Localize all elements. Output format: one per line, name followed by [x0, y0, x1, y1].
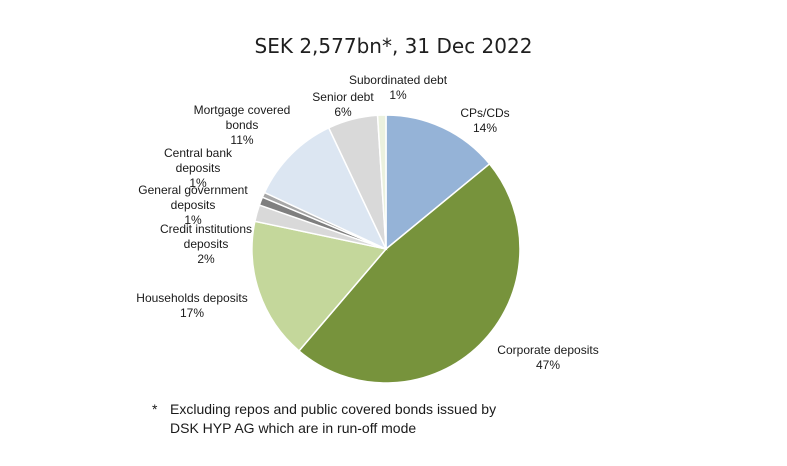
pie-slice-2 — [251, 220, 388, 352]
slice-label-6: Mortgage covered bonds 11% — [194, 103, 291, 148]
slice-label-3: Credit institutions deposits 2% — [160, 222, 252, 267]
slice-label-5: Central bank deposits 1% — [164, 146, 232, 191]
slice-label-line: Households deposits — [136, 291, 248, 305]
slice-percent-label: 6% — [334, 105, 352, 119]
slice-percent-label: 11% — [230, 133, 254, 147]
chart-title: SEK 2,577bn*, 31 Dec 2022 — [254, 34, 533, 58]
pie-slice-8 — [376, 114, 387, 250]
slice-label-line: deposits — [183, 237, 229, 251]
slice-label-line: Subordinated debt — [348, 73, 448, 87]
pie-slice-1 — [297, 162, 521, 384]
slice-label-line: Credit institutions — [159, 222, 253, 236]
slice-label-line: Senior debt — [312, 90, 374, 104]
slice-label-line: Central bank — [163, 146, 233, 160]
slice-label-line: deposits — [170, 198, 216, 212]
slice-label-2: Households deposits 17% — [136, 291, 247, 321]
slice-label-4: General government deposits 1% — [138, 183, 247, 228]
slice-percent-label: 1% — [184, 213, 202, 227]
footnote: * Excluding repos and public covered bon… — [152, 400, 496, 438]
slice-label-line: bonds — [225, 118, 259, 132]
slice-label-1: Corporate deposits 47% — [497, 343, 598, 373]
slice-percent-label: 1% — [189, 176, 207, 190]
slice-label-8: Subordinated debt 1% — [349, 73, 447, 103]
slice-label-line: Mortgage covered — [193, 103, 291, 117]
footnote-marker: * — [152, 401, 158, 417]
slice-label-7: Senior debt 6% — [312, 90, 373, 120]
slice-percent-label: 14% — [472, 121, 498, 135]
slice-percent-label: 17% — [179, 306, 205, 320]
slice-label-0: CPs/CDs 14% — [460, 106, 509, 136]
slice-label-line: General government — [138, 183, 248, 197]
slice-percent-label: 47% — [535, 358, 561, 372]
pie-slice-6 — [263, 126, 388, 251]
footnote-text: Excluding repos and public covered bonds… — [170, 401, 497, 436]
slice-percent-label: 2% — [197, 252, 215, 266]
slice-label-line: Corporate deposits — [497, 343, 599, 357]
slice-percent-label: 1% — [389, 88, 407, 102]
slice-label-line: CPs/CDs — [460, 106, 510, 120]
pie-slice-0 — [385, 114, 491, 251]
slice-label-line: deposits — [175, 161, 221, 175]
